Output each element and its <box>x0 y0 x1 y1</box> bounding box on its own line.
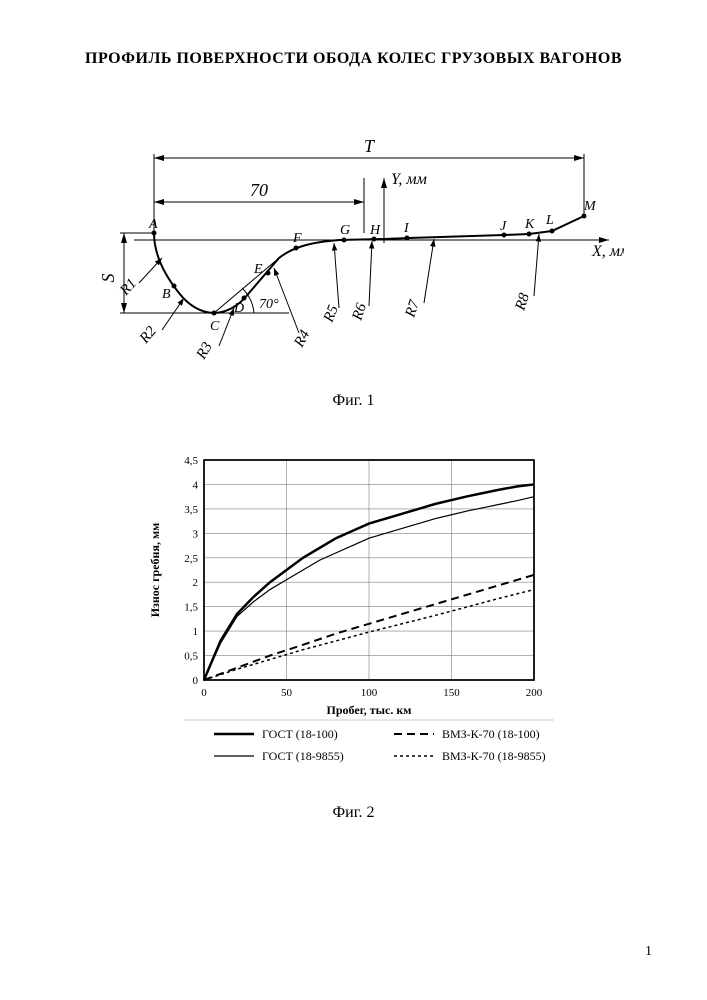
svg-text:4: 4 <box>192 479 198 491</box>
profile-diagram: T70Y, ммX, ммABCDEFGHIJKLMSR1R2R3R4R5R6R… <box>84 128 624 378</box>
svg-text:3,5: 3,5 <box>184 504 198 516</box>
svg-text:ГОСТ (18-9855): ГОСТ (18-9855) <box>262 749 344 763</box>
fig2-caption: Фиг. 2 <box>50 804 657 822</box>
svg-text:B: B <box>162 287 171 302</box>
svg-text:R8: R8 <box>512 291 533 313</box>
svg-text:H: H <box>369 223 381 238</box>
svg-text:K: K <box>524 217 535 232</box>
svg-text:0,5: 0,5 <box>184 651 198 663</box>
svg-text:1,5: 1,5 <box>184 602 198 614</box>
page-title: ПРОФИЛЬ ПОВЕРХНОСТИ ОБОДА КОЛЕС ГРУЗОВЫХ… <box>50 50 657 68</box>
svg-text:A: A <box>148 217 158 232</box>
svg-text:ВМЗ-К-70 (18-9855): ВМЗ-К-70 (18-9855) <box>442 749 546 763</box>
svg-text:I: I <box>403 221 410 236</box>
svg-text:1: 1 <box>192 626 198 638</box>
svg-text:R7: R7 <box>402 297 423 320</box>
svg-text:E: E <box>253 262 263 277</box>
svg-text:0: 0 <box>201 687 207 699</box>
svg-text:150: 150 <box>443 687 460 699</box>
svg-text:R4: R4 <box>290 327 313 351</box>
svg-text:J: J <box>500 219 507 234</box>
svg-text:X, мм: X, мм <box>591 243 624 260</box>
svg-text:Пробег, тыс. км: Пробег, тыс. км <box>326 703 411 717</box>
svg-text:100: 100 <box>360 687 377 699</box>
svg-text:3: 3 <box>192 528 198 540</box>
svg-text:ВМЗ-К-70 (18-100): ВМЗ-К-70 (18-100) <box>442 727 540 741</box>
svg-text:R3: R3 <box>193 340 216 363</box>
svg-text:D: D <box>233 301 244 316</box>
svg-text:C: C <box>210 319 220 334</box>
svg-text:70: 70 <box>250 180 268 200</box>
svg-text:R2: R2 <box>136 323 160 347</box>
svg-text:ГОСТ (18-100): ГОСТ (18-100) <box>262 727 338 741</box>
svg-text:R1: R1 <box>116 276 140 300</box>
svg-text:50: 50 <box>281 687 293 699</box>
fig1-caption: Фиг. 1 <box>50 392 657 410</box>
svg-text:S: S <box>98 274 118 283</box>
wear-chart: 0 50 100 150 200 0 0,5 1 1,5 2 2,5 3 3,5 4 4,5 Пробег, … <box>139 450 569 790</box>
svg-text:2,5: 2,5 <box>184 553 198 565</box>
svg-text:T: T <box>363 136 375 156</box>
svg-text:0: 0 <box>192 675 198 687</box>
figure-1: T70Y, ммX, ммABCDEFGHIJKLMSR1R2R3R4R5R6R… <box>50 128 657 378</box>
page: ПРОФИЛЬ ПОВЕРХНОСТИ ОБОДА КОЛЕС ГРУЗОВЫХ… <box>0 0 707 1000</box>
svg-text:2: 2 <box>192 577 198 589</box>
svg-text:Износ гребня, мм: Износ гребня, мм <box>148 523 162 618</box>
page-number: 1 <box>645 944 652 960</box>
svg-text:L: L <box>545 213 554 228</box>
figure-2: 0 50 100 150 200 0 0,5 1 1,5 2 2,5 3 3,5 4 4,5 Пробег, … <box>50 450 657 790</box>
svg-text:200: 200 <box>525 687 542 699</box>
svg-text:G: G <box>340 223 350 238</box>
svg-text:4,5: 4,5 <box>184 455 198 467</box>
svg-text:M: M <box>583 199 597 214</box>
svg-text:R6: R6 <box>349 301 370 323</box>
svg-text:70°: 70° <box>259 297 279 312</box>
svg-text:F: F <box>292 231 302 246</box>
svg-text:Y, мм: Y, мм <box>391 171 427 188</box>
